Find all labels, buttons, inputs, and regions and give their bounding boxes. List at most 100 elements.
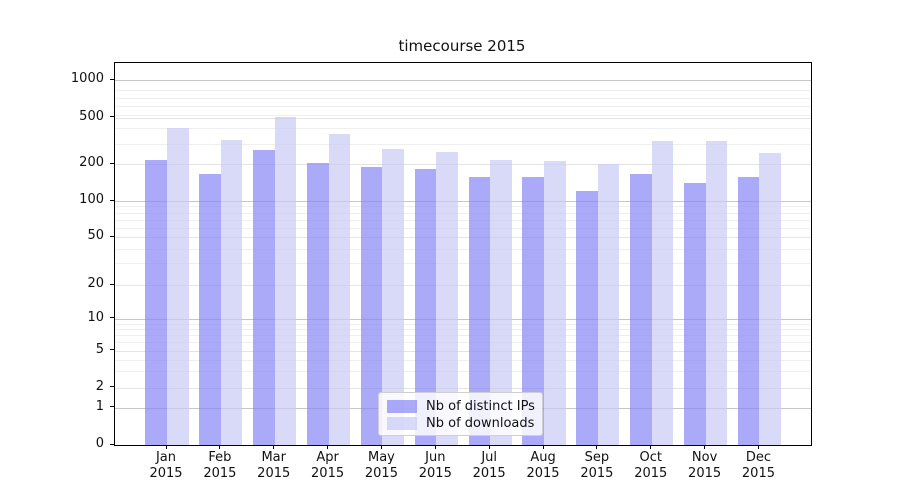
gridline-minor (115, 335, 811, 337)
bar-distinct-ips-feb (199, 173, 221, 445)
bar-downloads-jul (490, 159, 512, 445)
y-tick-label: 5 (95, 341, 104, 357)
bar-downloads-mar (274, 116, 297, 445)
bar-distinct-ips-jun (414, 168, 437, 445)
gridline-minor (115, 323, 811, 325)
y-tick-label: 500 (79, 108, 104, 124)
bar-downloads-dec (759, 152, 782, 445)
x-tick-label: Feb 2015 (203, 450, 237, 481)
x-tick-label: Sep 2015 (580, 450, 614, 481)
y-tick-label: 100 (79, 192, 104, 208)
gridline-5 (115, 350, 811, 352)
plot-area (114, 62, 812, 446)
y-tick-label: 50 (87, 228, 104, 243)
x-tick-label: Jun 2015 (418, 450, 452, 481)
gridline-minor (115, 227, 811, 229)
gridline-minor (115, 249, 811, 251)
y-tick-mark (110, 162, 114, 164)
gridline-minor (115, 97, 811, 99)
legend: Nb of distinct IPs Nb of downloads (378, 392, 543, 436)
y-tick-label: 2 (95, 378, 104, 394)
y-tick-label: 20 (87, 276, 104, 292)
gridline-minor (115, 206, 811, 208)
gridline-minor (115, 144, 811, 146)
x-tick-label: Mar 2015 (257, 450, 291, 481)
x-tick-mark (165, 445, 167, 449)
x-tick-mark (650, 445, 652, 449)
gridline-minor (115, 115, 811, 117)
y-tick-mark (110, 78, 114, 80)
bar-distinct-ips-oct (630, 174, 652, 445)
bar-downloads-nov (705, 141, 728, 445)
bar-downloads-jan (167, 128, 189, 445)
y-tick-label: 0 (95, 436, 104, 451)
y-tick-mark (110, 349, 114, 351)
gridline-100 (115, 201, 811, 203)
bar-distinct-ips-dec (737, 177, 760, 445)
gridline-1000 (115, 80, 811, 82)
gridline-minor (115, 212, 811, 214)
bar-downloads-oct (651, 141, 674, 445)
x-tick-mark (219, 445, 221, 449)
x-tick-mark (596, 445, 598, 449)
bar-distinct-ips-nov (684, 182, 706, 445)
gridline-10 (115, 318, 811, 320)
gridline-minor (115, 105, 811, 107)
x-tick-label: May 2015 (364, 450, 398, 481)
y-tick-mark (110, 199, 114, 201)
bar-downloads-aug (544, 161, 566, 445)
x-tick-label: Nov 2015 (688, 450, 722, 481)
legend-label-distinct-ips: Nb of distinct IPs (426, 399, 535, 414)
bar-distinct-ips-sep (576, 190, 598, 445)
legend-label-downloads: Nb of downloads (426, 416, 535, 431)
bar-downloads-apr (328, 133, 351, 445)
x-tick-mark (757, 445, 759, 449)
y-tick-mark (110, 443, 114, 445)
x-tick-mark (273, 445, 275, 449)
x-tick-mark (542, 445, 544, 449)
legend-entry-downloads: Nb of downloads (387, 415, 542, 432)
bar-distinct-ips-may (360, 166, 383, 445)
y-tick-mark (110, 406, 114, 408)
x-tick-mark (380, 445, 382, 449)
chart-title: timecourse 2015 (398, 37, 526, 55)
gridline-minor (115, 329, 811, 331)
y-tick-mark (110, 116, 114, 118)
gridline-minor (115, 90, 811, 92)
gridline-minor (115, 127, 811, 129)
y-tick-mark (110, 317, 114, 319)
bar-downloads-sep (597, 163, 620, 445)
legend-entry-distinct-ips: Nb of distinct IPs (387, 398, 542, 415)
x-tick-label: Apr 2015 (311, 450, 345, 481)
bar-distinct-ips-apr (306, 162, 329, 445)
x-tick-mark (327, 445, 329, 449)
x-tick-mark (434, 445, 436, 449)
gridline-minor (115, 371, 811, 373)
bar-distinct-ips-aug (522, 177, 544, 445)
y-tick-mark (110, 235, 114, 237)
gridline-minor (115, 342, 811, 344)
gridline-minor (115, 263, 811, 265)
gridline-200 (115, 164, 811, 166)
x-tick-label: Dec 2015 (741, 450, 775, 481)
x-tick-label: Jul 2015 (472, 450, 506, 481)
gridline-20 (115, 285, 811, 287)
x-tick-mark (704, 445, 706, 449)
bar-distinct-ips-jan (145, 160, 167, 445)
y-tick-label: 200 (79, 155, 104, 171)
x-tick-label: Oct 2015 (634, 450, 668, 481)
y-tick-mark (110, 386, 114, 388)
y-tick-label: 1 (95, 398, 104, 414)
x-tick-label: Jan 2015 (149, 450, 183, 481)
bar-downloads-feb (220, 140, 243, 445)
legend-swatch-distinct-ips-icon (387, 400, 417, 413)
gridline-500 (115, 117, 811, 119)
gridline-2 (115, 387, 811, 389)
gridline-50 (115, 237, 811, 238)
y-tick-label: 10 (87, 309, 104, 325)
gridline-minor (115, 359, 811, 361)
y-tick-mark (110, 283, 114, 285)
bar-downloads-jun (436, 152, 458, 445)
legend-swatch-downloads-icon (387, 417, 417, 430)
